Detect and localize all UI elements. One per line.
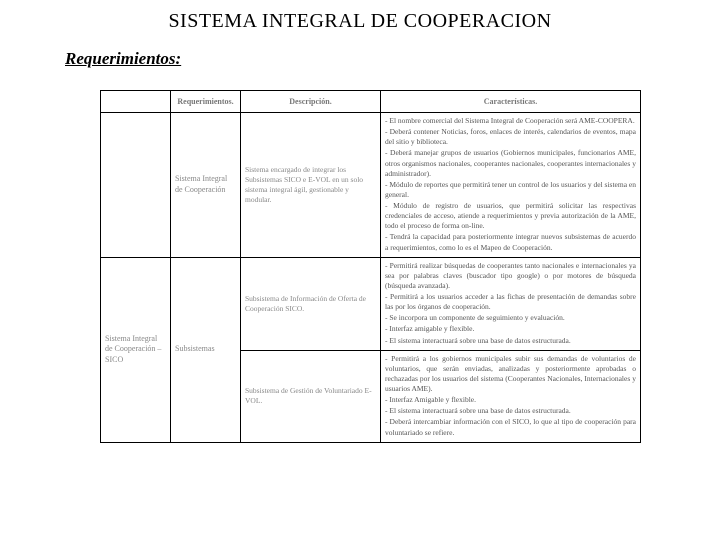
header-descripcion: Descripción. — [241, 91, 381, 113]
page-title: SISTEMA INTEGRAL DE COOPERACION — [0, 10, 720, 33]
row-caracteristicas: - Permitirá realizar búsquedas de cooper… — [381, 257, 641, 350]
car-line: - El sistema interactuará sobre una base… — [385, 406, 636, 416]
requirements-table: Requerimientos. Descripción. Característ… — [100, 90, 641, 443]
table-row: Sistema Integral de Cooperación Sistema … — [101, 113, 641, 258]
row-caracteristicas: - El nombre comercial del Sistema Integr… — [381, 113, 641, 258]
row-sub-label: Subsistemas — [171, 257, 241, 442]
car-line: - Permitirá a los usuarios acceder a las… — [385, 292, 636, 312]
table-row: Sistema Integral de Cooperación – SICO S… — [101, 257, 641, 350]
header-caracteristicas: Características. — [381, 91, 641, 113]
car-line: - Deberá contener Noticias, foros, enlac… — [385, 127, 636, 147]
row-blank — [101, 113, 171, 258]
car-line: - El sistema interactuará sobre una base… — [385, 336, 636, 346]
row-desc: Subsistema de Gestión de Voluntariado E-… — [241, 350, 381, 442]
row-desc: Sistema encargado de integrar los Subsis… — [241, 113, 381, 258]
section-subtitle: Requerimientos: — [65, 49, 720, 69]
car-line: - Tendrá la capacidad para posteriorment… — [385, 232, 636, 252]
row-caracteristicas: - Permitirá a los gobiernos municipales … — [381, 350, 641, 442]
header-requerimientos: Requerimientos. — [171, 91, 241, 113]
car-line: - Módulo de registro de usuarios, que pe… — [385, 201, 636, 231]
car-line: - Deberá intercambiar información con el… — [385, 417, 636, 437]
car-line: - Módulo de reportes que permitirá tener… — [385, 180, 636, 200]
row-req-label: Sistema Integral de Cooperación — [171, 113, 241, 258]
car-line: - El nombre comercial del Sistema Integr… — [385, 116, 636, 126]
car-line: - Permitirá realizar búsquedas de cooper… — [385, 261, 636, 291]
car-line: - Permitirá a los gobiernos municipales … — [385, 354, 636, 395]
car-line: - Deberá manejar grupos de usuarios (Gob… — [385, 148, 636, 178]
row-desc: Subsistema de Información de Oferta de C… — [241, 257, 381, 350]
car-line: - Interfaz amigable y flexible. — [385, 324, 636, 334]
car-line: - Interfaz Amigable y flexible. — [385, 395, 636, 405]
car-line: - Se incorpora un componente de seguimie… — [385, 313, 636, 323]
table-header-row: Requerimientos. Descripción. Característ… — [101, 91, 641, 113]
row-outer-label: Sistema Integral de Cooperación – SICO — [101, 257, 171, 442]
header-blank — [101, 91, 171, 113]
